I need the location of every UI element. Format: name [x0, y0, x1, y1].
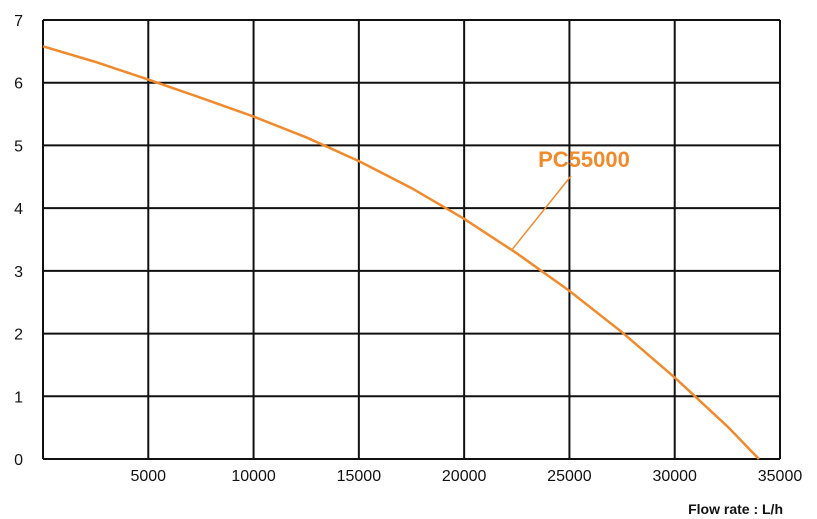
grid-lines: [42, 19, 781, 460]
x-tick-label: 5000: [130, 468, 166, 485]
y-tick-label: 2: [14, 327, 23, 344]
y-tick-label: 5: [14, 138, 23, 155]
y-tick-label: 0: [14, 452, 23, 469]
x-tick-label: 20000: [442, 468, 487, 485]
y-tick-label: 6: [14, 76, 23, 93]
x-tick-label: 10000: [231, 468, 276, 485]
y-tick-label: 4: [14, 201, 23, 218]
y-tick-label: 3: [14, 264, 23, 281]
x-tick-label: 25000: [547, 468, 592, 485]
x-tick-label: 30000: [652, 468, 697, 485]
annotation-leader-line: [511, 175, 572, 250]
series-label-pc55000: PC55000: [538, 147, 630, 172]
series-line-pc55000: [42, 45, 760, 460]
x-axis-label: Flow rate : L/h: [688, 501, 783, 517]
x-tick-label: 15000: [337, 468, 382, 485]
y-tick-label: 1: [14, 389, 23, 406]
x-tick-label: 35000: [758, 468, 803, 485]
y-axis-ticks: 0 1 2 3 4 5 6 7: [14, 13, 23, 469]
y-tick-label: 7: [14, 13, 23, 30]
x-axis-ticks: 5000 10000 15000 20000 25000 30000 35000: [130, 468, 802, 485]
